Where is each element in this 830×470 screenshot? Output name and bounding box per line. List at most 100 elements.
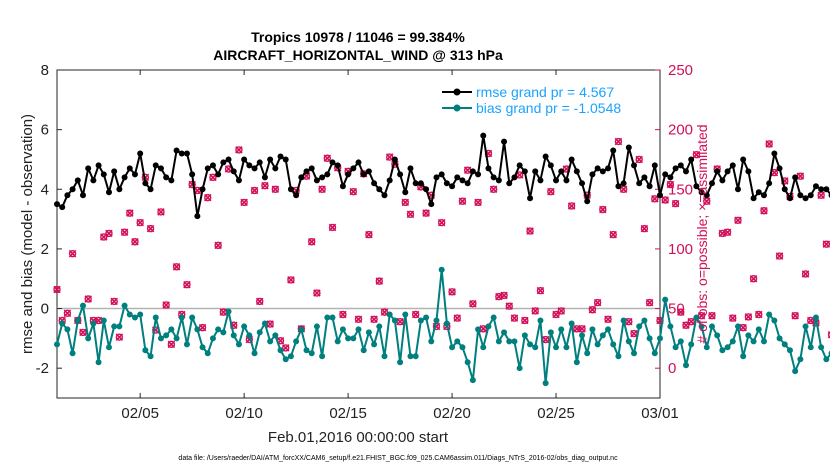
obs-possible-marker xyxy=(645,298,654,307)
obs-assimilated-marker xyxy=(651,195,659,203)
obs-assimilated-marker xyxy=(100,233,108,241)
rmse-point xyxy=(459,177,466,184)
rmse-point xyxy=(371,180,378,187)
obs-possible-marker xyxy=(282,344,290,352)
rmse-point xyxy=(620,180,627,187)
obs-possible-marker xyxy=(84,295,92,303)
rmse-point xyxy=(662,171,669,178)
obs-possible-marker xyxy=(822,240,830,248)
rmse-point xyxy=(386,177,393,184)
bias-point xyxy=(703,344,710,351)
obs-assimilated-marker xyxy=(313,289,321,297)
obs-assimilated-marker xyxy=(635,155,643,164)
bias-point xyxy=(584,350,591,357)
obs-assimilated-marker xyxy=(661,196,669,204)
bias-point xyxy=(449,344,456,351)
obs-assimilated-marker xyxy=(110,297,118,306)
bias-point xyxy=(760,338,767,345)
rmse-point xyxy=(558,168,565,175)
bias-point xyxy=(147,353,154,360)
bias-point xyxy=(646,335,653,342)
bias-point xyxy=(615,353,622,360)
rmse-point xyxy=(615,183,622,190)
bias-point xyxy=(490,314,497,321)
rmse-point xyxy=(230,168,237,175)
rmse-point xyxy=(137,150,144,157)
obs-assimilated-marker xyxy=(271,185,280,194)
bias-point xyxy=(303,347,310,354)
bias-point xyxy=(391,317,398,324)
bias-point xyxy=(183,341,190,348)
bias-point xyxy=(563,344,570,351)
bias-point xyxy=(74,317,81,324)
obs-assimilated-marker xyxy=(557,307,565,315)
obs-possible-marker xyxy=(666,180,675,189)
obs-possible-marker xyxy=(760,207,768,215)
bias-point xyxy=(313,323,320,330)
bias-point xyxy=(334,338,341,345)
bias-point xyxy=(173,335,180,342)
rmse-point xyxy=(412,180,419,187)
obs-assimilated-marker xyxy=(708,311,716,320)
bias-point xyxy=(631,350,638,357)
bias-point xyxy=(797,356,804,363)
rmse-point xyxy=(750,195,757,202)
obs-assimilated-marker xyxy=(567,202,576,210)
obs-possible-marker xyxy=(250,186,259,195)
rmse-point xyxy=(495,177,502,184)
bias-point xyxy=(682,362,689,369)
obs-assimilated-marker xyxy=(541,335,550,344)
obs-assimilated-marker xyxy=(318,185,326,194)
obs-possible-marker xyxy=(328,223,337,232)
obs-possible-marker xyxy=(365,230,373,239)
obs-assimilated-marker xyxy=(729,314,737,322)
rmse-point xyxy=(443,180,450,187)
bias-point xyxy=(267,338,274,345)
obs-possible-marker xyxy=(687,317,695,326)
obs-possible-marker xyxy=(744,313,753,321)
rmse-point xyxy=(698,189,705,196)
bias-point xyxy=(417,317,424,324)
obs-possible-marker xyxy=(375,277,383,285)
y-right-tick-label: 150 xyxy=(668,181,693,198)
obs-assimilated-marker xyxy=(115,333,124,341)
bias-point xyxy=(308,350,315,357)
obs-assimilated-marker xyxy=(287,276,295,284)
rmse-point xyxy=(516,162,523,169)
obs-assimilated-marker xyxy=(578,325,586,333)
obs-assimilated-marker xyxy=(588,305,597,314)
bias-point xyxy=(589,326,596,333)
obs-assimilated-marker xyxy=(505,302,514,310)
bias-point xyxy=(246,332,253,339)
obs-assimilated-marker xyxy=(614,137,623,146)
bias-point xyxy=(423,314,430,321)
rmse-point xyxy=(105,189,112,196)
rmse-point xyxy=(381,192,388,199)
bias-point xyxy=(802,323,809,330)
obs-possible-marker xyxy=(209,173,217,182)
rmse-point xyxy=(812,183,819,190)
obs-assimilated-marker xyxy=(203,193,212,202)
obs-assimilated-marker xyxy=(500,291,508,300)
bias-point xyxy=(59,320,66,327)
obs-assimilated-marker xyxy=(375,277,384,285)
y-axis-right-label: # of obs: o=possible; ×=assimilated xyxy=(694,124,710,343)
obs-possible-marker xyxy=(323,154,332,162)
obs-assimilated-marker xyxy=(755,310,763,319)
obs-possible-marker xyxy=(640,224,649,233)
bias-point xyxy=(381,353,388,360)
rmse-point xyxy=(631,162,638,169)
obs-possible-marker xyxy=(692,150,701,159)
rmse-point xyxy=(657,192,663,199)
rmse-point xyxy=(423,186,430,193)
rmse-point xyxy=(397,171,404,178)
bias-point xyxy=(485,323,492,330)
rmse-point xyxy=(584,198,591,205)
bias-point xyxy=(199,344,206,351)
obs-possible-marker xyxy=(204,193,212,202)
y-right-tick-label: 250 xyxy=(668,62,693,79)
rmse-point xyxy=(625,144,632,151)
bias-point xyxy=(402,311,409,318)
obs-possible-marker xyxy=(183,280,191,289)
rmse-point xyxy=(417,180,424,187)
